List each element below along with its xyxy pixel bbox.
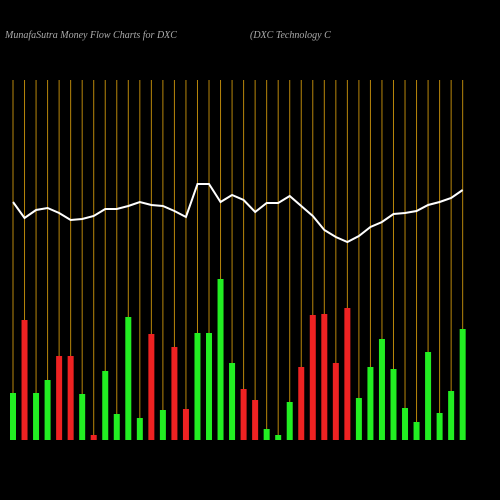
bar [33,393,40,440]
bar [286,402,293,440]
bar [79,394,86,440]
bar [148,334,155,440]
bar [206,333,213,440]
bar [298,367,305,440]
bar [125,317,132,440]
bar [90,435,97,440]
bar [367,367,374,440]
bar [240,389,247,440]
bar [56,356,63,440]
chart-title: MunafaSutra Money Flow Charts for DXC [4,30,177,41]
bar [67,356,74,440]
bar [378,339,385,440]
bar [309,315,316,440]
bar [402,408,409,440]
bar [182,409,189,440]
bar [102,371,109,440]
bar [413,422,420,440]
bar [21,320,28,440]
bar [459,329,466,440]
chart-subtitle: (DXC Technology C [250,30,331,41]
bar [390,369,397,440]
bar [425,352,432,440]
bar [344,308,351,440]
price-line [12,183,464,244]
bar [44,380,51,440]
bar [229,363,236,440]
bar [355,398,362,440]
bar [194,333,201,440]
bar [10,393,16,440]
bar [263,429,270,440]
bar [159,410,166,440]
bar [217,279,224,440]
bar [448,391,455,440]
bar [252,400,259,440]
bar [436,413,443,440]
bar [275,435,282,440]
bar [136,418,143,440]
bar [171,347,178,440]
bar [113,414,120,440]
bar [321,314,328,440]
bar [332,363,339,440]
